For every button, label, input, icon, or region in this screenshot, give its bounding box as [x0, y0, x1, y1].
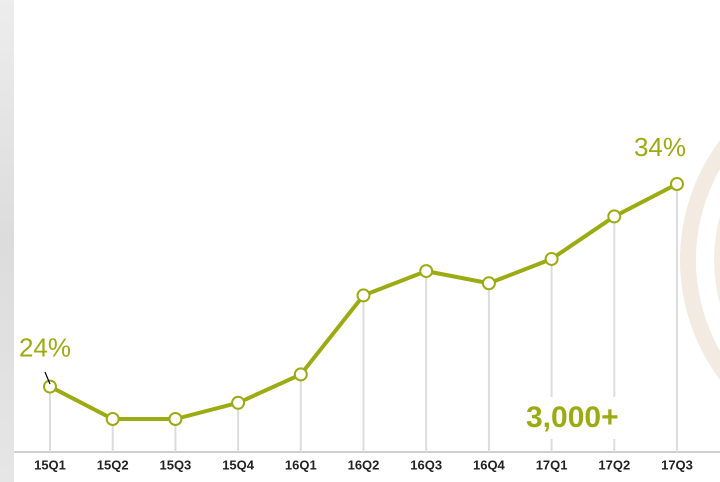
x-tick-label: 17Q3	[661, 457, 693, 472]
point	[544, 251, 559, 266]
annotation-box	[520, 397, 660, 439]
x-tick-label: 17Q1	[536, 457, 568, 472]
x-tick-label: 16Q1	[285, 457, 317, 472]
x-tick-label: 16Q2	[348, 457, 380, 472]
x-tick-label: 16Q3	[410, 457, 442, 472]
point	[670, 177, 684, 191]
point	[356, 288, 371, 303]
x-tick-label: 16Q4	[473, 457, 506, 472]
leader-line	[44, 371, 51, 385]
x-tick-label: 17Q2	[598, 457, 630, 472]
x-tick-label: 15Q2	[97, 457, 129, 472]
point	[105, 412, 120, 426]
point	[231, 395, 246, 410]
point	[43, 379, 57, 394]
point	[481, 276, 496, 291]
decor-ring	[696, 169, 720, 351]
x-tick-label: 15Q4	[222, 457, 255, 472]
point	[607, 209, 622, 224]
side-strip	[0, 0, 14, 482]
value-label: 24%	[19, 332, 71, 362]
point	[419, 264, 434, 279]
x-tick-label: 15Q3	[159, 457, 191, 472]
annotation: 3,000+	[526, 401, 619, 434]
x-tick-label: 15Q1	[34, 457, 66, 472]
value-label: 34%	[634, 132, 686, 162]
point	[293, 367, 308, 382]
point	[168, 412, 183, 426]
